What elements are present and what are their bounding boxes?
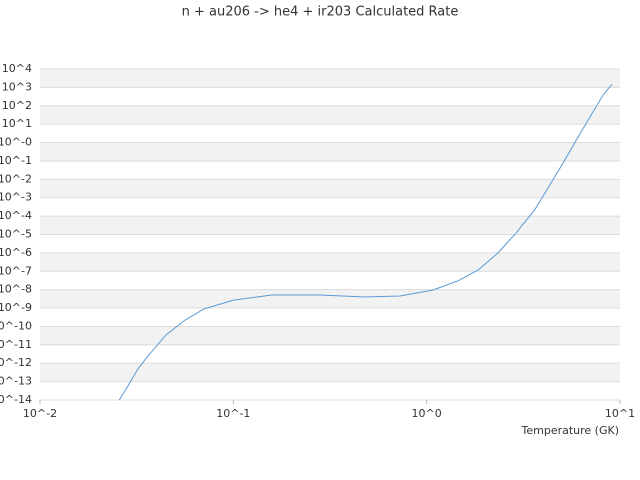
grid-band (40, 216, 620, 235)
y-tick-label: 10^-14 (0, 393, 32, 406)
y-tick-label: 10^2 (2, 99, 32, 112)
y-tick-label: 10^-9 (0, 301, 32, 314)
x-tick-label: 10^-2 (23, 407, 57, 420)
y-tick-label: 10^-10 (0, 319, 32, 332)
y-tick-label: 10^1 (2, 117, 32, 130)
grid-band (40, 289, 620, 309)
x-tick-label: 10^0 (412, 407, 442, 420)
y-tick-label: 10^-12 (0, 356, 32, 369)
x-tick-label: 10^1 (605, 407, 635, 420)
grid-band (40, 252, 620, 272)
y-tick-label: 10^-6 (0, 246, 32, 259)
grid-band (40, 142, 620, 161)
grid-band (40, 326, 620, 345)
grid-band (40, 105, 620, 125)
y-tick-label: 10^-1 (0, 154, 32, 167)
grid-band (40, 363, 620, 382)
x-axis-label: Temperature (GK) (521, 424, 620, 437)
y-tick-label: 10^-7 (0, 264, 32, 277)
chart-title: n + au206 -> he4 + ir203 Calculated Rate (182, 5, 459, 20)
y-tick-label: 10^-11 (0, 338, 32, 351)
y-tick-label: 10^-0 (0, 136, 32, 149)
y-tick-label: 10^-13 (0, 375, 32, 388)
x-tick-label: 10^-1 (216, 407, 250, 420)
grid-band (40, 179, 620, 198)
y-tick-label: 10^-8 (0, 283, 32, 296)
y-tick-label: 10^4 (2, 62, 32, 75)
y-tick-label: 10^3 (2, 80, 32, 93)
grid-band (40, 69, 620, 88)
y-tick-label: 10^-3 (0, 191, 32, 204)
y-tick-label: 10^-2 (0, 172, 32, 185)
series-line (118, 83, 613, 401)
y-tick-label: 10^-4 (0, 209, 32, 222)
y-tick-label: 10^-5 (0, 228, 32, 241)
